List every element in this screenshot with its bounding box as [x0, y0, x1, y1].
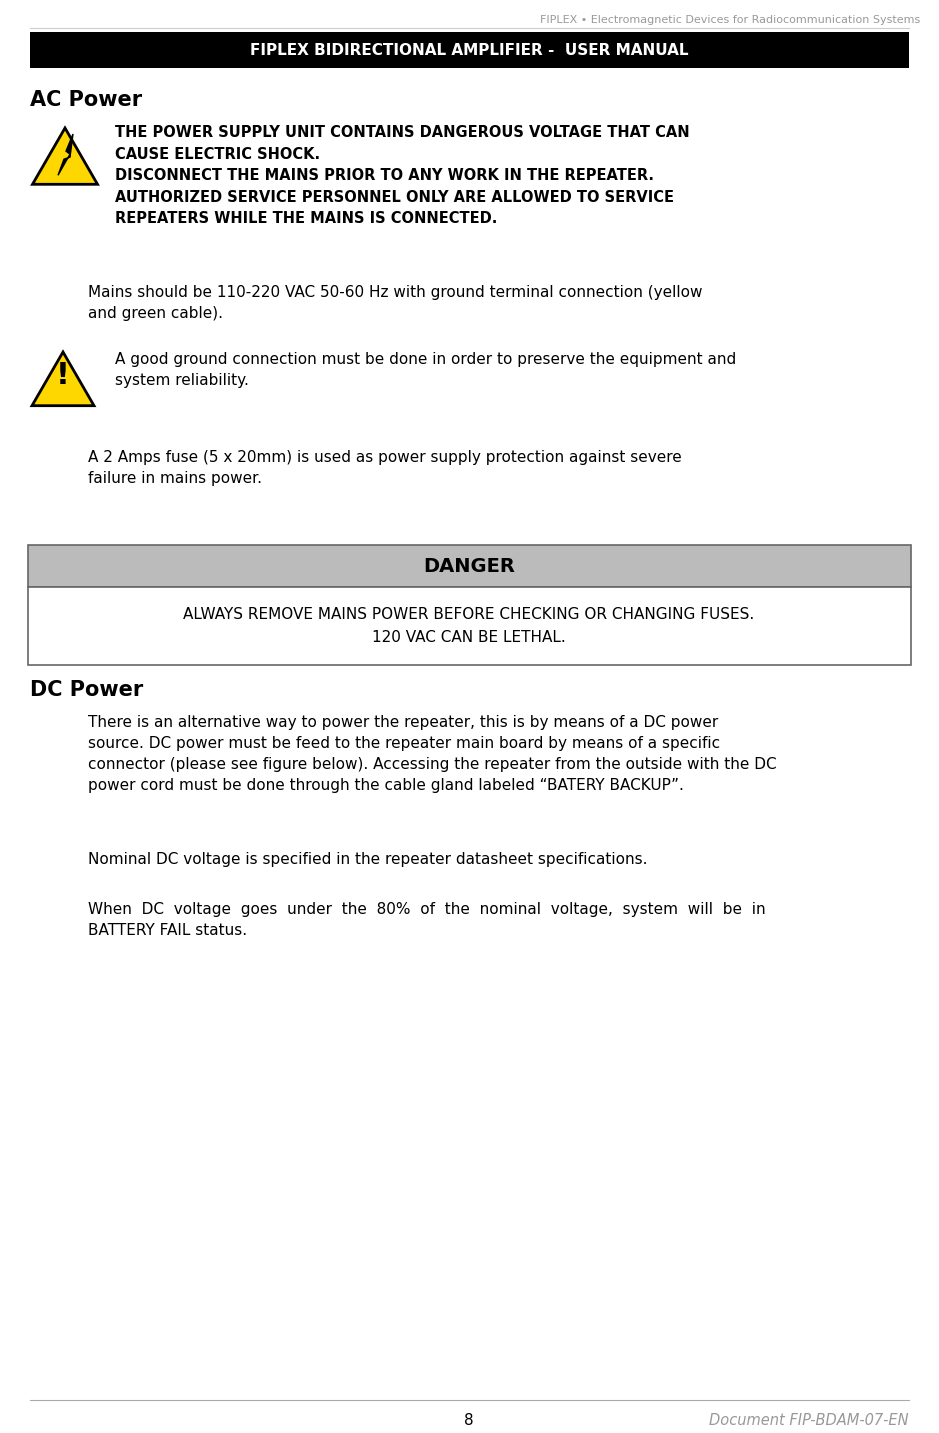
- Text: DANGER: DANGER: [423, 556, 515, 576]
- FancyBboxPatch shape: [28, 588, 911, 665]
- Text: Document FIP-BDAM-07-EN: Document FIP-BDAM-07-EN: [709, 1413, 909, 1429]
- Text: 8: 8: [464, 1413, 474, 1429]
- Text: THE POWER SUPPLY UNIT CONTAINS DANGEROUS VOLTAGE THAT CAN
CAUSE ELECTRIC SHOCK.
: THE POWER SUPPLY UNIT CONTAINS DANGEROUS…: [115, 125, 689, 226]
- Text: A good ground connection must be done in order to preserve the equipment and
sys: A good ground connection must be done in…: [115, 353, 736, 388]
- Text: FIPLEX • Electromagnetic Devices for Radiocommunication Systems: FIPLEX • Electromagnetic Devices for Rad…: [540, 14, 920, 24]
- Text: Nominal DC voltage is specified in the repeater datasheet specifications.: Nominal DC voltage is specified in the r…: [88, 853, 648, 867]
- FancyBboxPatch shape: [30, 32, 909, 67]
- Polygon shape: [58, 135, 73, 175]
- FancyBboxPatch shape: [28, 545, 911, 588]
- Text: !: !: [56, 361, 69, 390]
- Text: There is an alternative way to power the repeater, this is by means of a DC powe: There is an alternative way to power the…: [88, 715, 777, 792]
- Text: FIPLEX BIDIRECTIONAL AMPLIFIER -  USER MANUAL: FIPLEX BIDIRECTIONAL AMPLIFIER - USER MA…: [251, 43, 688, 57]
- Text: AC Power: AC Power: [30, 90, 142, 110]
- Text: DC Power: DC Power: [30, 681, 144, 699]
- Polygon shape: [33, 128, 98, 185]
- Text: When  DC  voltage  goes  under  the  80%  of  the  nominal  voltage,  system  wi: When DC voltage goes under the 80% of th…: [88, 901, 765, 939]
- Text: Mains should be 110-220 VAC 50-60 Hz with ground terminal connection (yellow
and: Mains should be 110-220 VAC 50-60 Hz wit…: [88, 285, 702, 321]
- Text: A 2 Amps fuse (5 x 20mm) is used as power supply protection against severe
failu: A 2 Amps fuse (5 x 20mm) is used as powe…: [88, 450, 682, 486]
- Text: ALWAYS REMOVE MAINS POWER BEFORE CHECKING OR CHANGING FUSES.
120 VAC CAN BE LETH: ALWAYS REMOVE MAINS POWER BEFORE CHECKIN…: [183, 608, 755, 645]
- Polygon shape: [32, 353, 94, 406]
